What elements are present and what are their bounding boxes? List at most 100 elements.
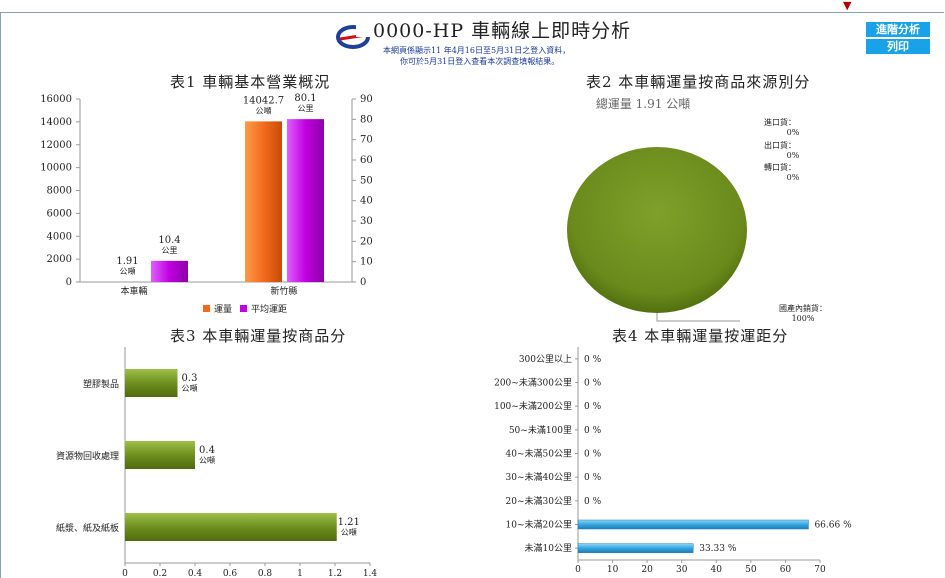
chart1-left-tick-label: 0 [66,277,72,288]
chart1-right-tick-label: 30 [360,216,373,227]
chart3-unit-label: 公噸 [341,527,357,537]
chart3-value-label: 0.4 [199,445,215,456]
chart4-category-label: 40~未滿50公里 [506,448,572,460]
chart4-category-label: 10~未滿20公里 [506,519,572,531]
chart4-value-label: 66.66 % [814,521,852,531]
chart3-bar [125,369,178,397]
chart4-bar [577,543,694,553]
chart1-left-tick-label: 4000 [47,231,72,242]
chart1-legend-swatch-volume [203,305,210,312]
chart2-subtitle: 總運量 1.91 公噸 [596,96,690,111]
notice-line-1: 本網頁係顯示11 年4月16日至5月31日之登入資料， [383,46,571,55]
chart1-title: 表1 車輛基本營業概況 [170,73,331,91]
chart3-x-tick-label: 1 [297,569,303,578]
chart4-x-tick-label: 0 [575,565,581,575]
chart1-unit-label: 公噸 [120,266,136,276]
chart2-slice-value: 0% [787,173,800,182]
chart4-category-label: 30~未滿40公里 [506,471,572,483]
chart1-unit-label: 公里 [298,104,314,113]
chart4-category-label: 50~未滿100里 [509,424,572,436]
chart2-title: 表2 本車輛運量按商品來源別分 [586,73,811,91]
chart1-value-label: 1.91 [116,256,138,267]
chart2-slice-label: 進口貨： [764,117,796,127]
chart3-category-label: 塑膠製品 [83,378,119,390]
chart1-legend-label: 平均運距 [251,303,287,315]
chart1-right-tick-label: 70 [360,135,373,146]
chart4-value-label: 0 % [584,355,602,365]
chart4-bar [577,519,809,530]
chart3-x-tick-label: 0 [122,569,128,578]
chart2-slice-label: 轉口貨： [764,162,796,172]
chart2-pie-slice-domestic [567,147,747,313]
chart3-bar [125,441,195,469]
chart1-legend-swatch-distance [240,305,247,312]
page-title: 0000-HP 車輛線上即時分析 [373,20,632,42]
chart2-slice-value: 0% [787,128,800,137]
logo-icon [336,25,370,49]
chart4-x-tick-label: 10 [607,565,619,575]
chart4-category-label: 20~未滿30公里 [506,495,572,507]
print-button[interactable]: 列印 [866,39,930,54]
chart1-legend-label: 運量 [214,304,232,315]
chart4-value-label: 0 % [584,379,602,389]
chart1-bar-avg-distance [151,260,188,282]
chart1-right-tick-label: 40 [360,196,373,207]
chart4-title: 表4 本車輛運量按運距分 [612,327,789,345]
chart4-value-label: 0 % [584,473,602,483]
advanced-analysis-button[interactable]: 進階分析 [866,22,930,37]
chart1-category-label: 新竹縣 [270,285,297,297]
chart4-value-label: 0 % [584,450,602,460]
chart4-value-label: 33.33 % [699,544,737,554]
chart4-value-label: 0 % [584,402,602,412]
chart3-bar [125,513,337,541]
chart1-bar-volume [245,121,282,282]
chart1-right-tick-label: 60 [360,155,373,166]
chart2-slice-label: 國產內銷貨： [779,303,827,313]
chart3-x-tick-label: 0.6 [223,569,238,578]
chart4-x-tick-label: 50 [745,565,757,575]
chart1-bar-avg-distance [287,119,324,282]
chart1-right-tick-label: 10 [360,257,373,268]
chart2-slice-value: 100% [792,314,815,323]
chart4-x-tick-label: 60 [780,565,792,575]
chart1-right-tick-label: 20 [360,236,373,247]
chart1-left-tick-label: 10000 [40,163,72,174]
chart1-right-tick-label: 50 [360,175,373,186]
arrow-down-icon: ▼ [843,0,852,12]
chart4-x-tick-label: 20 [641,565,653,575]
chart1-value-label: 10.4 [158,235,180,246]
chart3-category-label: 紙漿、紙及紙板 [56,522,119,534]
chart1-left-tick-label: 16000 [40,94,72,105]
chart1-unit-label: 公噸 [256,105,272,115]
chart4-x-tick-label: 70 [814,565,826,575]
chart4-value-label: 0 % [584,426,602,436]
chart1-value-label: 80.1 [294,93,316,104]
chart3-title: 表3 本車輛運量按商品分 [170,327,347,345]
chart1-right-tick-label: 0 [360,277,366,288]
chart3-x-tick-label: 0.8 [258,569,273,578]
chart1-right-tick-label: 80 [360,114,373,125]
chart1-unit-label: 公里 [162,246,178,255]
chart4-x-tick-label: 30 [676,565,688,575]
chart3-x-tick-label: 0.2 [153,569,167,578]
chart2-leader-line [656,313,740,322]
chart4-category-label: 200~未滿300公里 [494,377,572,389]
notice-line-2: 你可於5月31日登入查看本次調查填報結果。 [400,57,560,66]
chart1-left-tick-label: 12000 [40,140,72,151]
chart3-value-label: 0.3 [182,373,198,384]
chart4-value-label: 0 % [584,497,602,507]
chart1-left-tick-label: 8000 [47,186,72,197]
chart3-x-tick-label: 1.2 [328,569,342,578]
chart1-value-label: 14042.7 [243,95,284,106]
chart4-category-label: 100~未滿200公里 [494,400,572,412]
chart3-value-label: 1.21 [338,517,360,528]
chart4-category-label: 300公里以上 [519,354,572,365]
chart4-category-label: 未滿10公里 [525,542,572,554]
chart3-unit-label: 公噸 [182,383,198,393]
chart1-right-tick-label: 90 [360,94,373,105]
chart3-x-tick-label: 0.4 [188,569,203,578]
chart1-left-tick-label: 2000 [47,254,72,265]
chart3-unit-label: 公噸 [199,455,215,465]
chart3-category-label: 資源物回收處理 [56,450,119,462]
